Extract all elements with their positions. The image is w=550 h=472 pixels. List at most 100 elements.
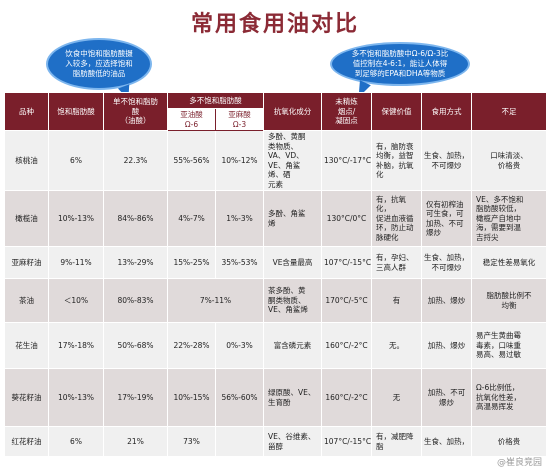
cell-saturated: ＜10% <box>48 278 104 323</box>
cell-line: 多酚、角鲨 <box>268 209 306 218</box>
cell-mono: 21% <box>103 426 168 457</box>
cell-line: 甾醇 <box>268 441 283 451</box>
cell-line: 促进血液循 <box>376 213 414 223</box>
callout-omega-ratio: 多不饱和脂肪酸中Ω-6/Ω-3比 值控制在4-6:1，能让人体得 到足够的EPA… <box>330 42 470 86</box>
cell-line: 橄榄产自地中 <box>476 213 521 223</box>
header-saturated: 饱和脂肪酸 <box>48 92 104 131</box>
cell-cooking: 加热、爆炒 <box>421 278 472 323</box>
cell-line: 生育酚 <box>268 397 291 407</box>
cell-health: 有 <box>371 278 422 323</box>
callout-saturated-fat: 饮食中饱和脂肪酸摄 入较多，应选择饱和 脂肪酸低的油品 <box>46 38 152 90</box>
cell-variety: 花生油 <box>4 322 49 369</box>
header-line: 烟点/ <box>337 106 356 116</box>
header-health: 保健价值 <box>371 92 422 131</box>
cell-omega3: 10%-12% <box>215 130 264 191</box>
cell-mono: 17%-19% <box>103 368 168 427</box>
cell-omega6: 10%-15% <box>167 368 216 427</box>
cell-health: 有，减肥降 脂 <box>371 426 422 457</box>
cell-antioxidant: 富含磷元素 <box>263 322 322 369</box>
cell-line: 脉硬化 <box>376 232 399 242</box>
cell-line: VE、谷维素、 <box>268 432 316 441</box>
cell-line: 烯 <box>268 218 276 228</box>
cell-line: 海，需要到温 <box>476 223 521 233</box>
cell-saturated: 10%-13% <box>48 190 104 247</box>
cell-shortcoming: 易产生黄曲霉 毒素，口味重 易高、易过敏 <box>471 322 547 369</box>
cell-shortcoming: Ω-6比例低， 抗氧化性差， 高温易挥发 <box>471 368 547 427</box>
cell-poly-merged: 7%-11% <box>167 278 264 323</box>
cell-health: 有，孕妇、 三高人群 <box>371 246 422 279</box>
cell-variety: 红花籽油 <box>4 426 49 457</box>
cell-line: 加热、不可 <box>427 388 466 397</box>
header-mono: 单不饱和脂肪 酸 （油酸） <box>103 92 168 131</box>
cell-line: 生食、加热， <box>424 151 469 160</box>
header-cooking: 食用方式 <box>421 92 472 131</box>
cell-mono: 50%-68% <box>103 322 168 369</box>
cell-antioxidant: 多酚、黄酮 类物质、 VA、VD、 VE、角鲨 烯、硒 元素 <box>263 130 322 191</box>
cell-line: 吉捋尖 <box>476 232 499 242</box>
cell-shortcoming: 脂肪酸比例不 均衡 <box>471 278 547 323</box>
oil-comparison-table: 品种 饱和脂肪酸 单不饱和脂肪 酸 （油酸） 多不饱和脂肪酸 抗氧化成分 未精炼… <box>4 92 547 457</box>
callout-line: 脂肪酸低的油品 <box>72 69 126 78</box>
cell-line: 酮类物质、 <box>268 295 306 305</box>
callout-line: 入较多，应选择饱和 <box>65 59 133 68</box>
table-row: 橄榄油 10%-13% 84%-86% 4%-7% 1%-3% 多酚、角鲨 烯 … <box>4 190 547 247</box>
cell-line: 高温易挥发 <box>476 402 514 412</box>
cell-saturated: 6% <box>48 426 104 457</box>
cell-mono: 13%-29% <box>103 246 168 279</box>
cell-smoke-point: 130°C/0°C <box>321 190 372 247</box>
cell-antioxidant: 多酚、角鲨 烯 <box>263 190 322 247</box>
cell-line: 爆炒 <box>439 397 454 407</box>
cell-shortcoming: VE、多不饱和 脂肪酸较低， 橄榄产自地中 海，需要到温 吉捋尖 <box>471 190 547 247</box>
cell-line: VE、多不饱和 <box>476 194 524 204</box>
cell-cooking: 仅有初榨油 可生食，可 加热、不可 爆炒 <box>421 190 472 247</box>
cell-variety: 葵花籽油 <box>4 368 49 427</box>
header-smoke-point: 未精炼 烟点/ 凝固点 <box>321 92 372 131</box>
cell-line: 不可爆炒 <box>431 160 462 170</box>
cell-cooking: 生食、加热， <box>421 426 472 457</box>
header-line: Ω-6 <box>184 119 199 129</box>
cell-line: 烯、硒 <box>268 170 291 179</box>
header-shortcoming: 不足 <box>471 92 547 131</box>
cell-cooking: 生食、加热， 不可爆炒 <box>421 130 472 191</box>
cell-line: 元素 <box>268 179 283 189</box>
cell-omega6: 73% <box>167 426 216 457</box>
cell-line: 脂 <box>376 441 384 451</box>
cell-line: 多酚、黄酮 <box>268 132 306 141</box>
header-line: 亚麻酸 <box>228 110 251 119</box>
cell-line: 不可爆炒 <box>431 262 462 272</box>
cell-smoke-point: 107°C/-15°C <box>321 246 372 279</box>
cell-line: 脂肪酸较低， <box>476 204 521 214</box>
cell-smoke-point: 107°C/-15°C <box>321 426 372 457</box>
cell-line: 仅有初榨油 <box>426 199 464 209</box>
cell-smoke-point: 160°C/-2°C <box>321 368 372 427</box>
cell-variety: 核桃油 <box>4 130 49 191</box>
header-line: 凝固点 <box>335 116 358 126</box>
cell-mono: 22.3% <box>103 130 168 191</box>
cell-omega3 <box>215 426 264 457</box>
cell-line: VE、角鲨 <box>268 160 301 170</box>
cell-line: 均衡，益智 <box>376 151 414 160</box>
cell-line: 口味清淡、 <box>490 151 528 160</box>
table-row: 葵花籽油 10%-13% 17%-19% 10%-15% 56%-60% 绿原酸… <box>4 368 547 427</box>
cell-line: 易产生黄曲霉 <box>476 331 521 341</box>
cell-mono: 80%-83% <box>103 278 168 323</box>
cell-saturated: 6% <box>48 130 104 191</box>
callout-line: 到足够的EPA和DHA等物质 <box>354 69 446 78</box>
cell-smoke-point: 160°C/-2°C <box>321 322 372 369</box>
cell-health: 无。 <box>371 322 422 369</box>
cell-saturated: 17%-18% <box>48 322 104 369</box>
header-line: 单不饱和脂肪 <box>113 97 158 107</box>
cell-shortcoming: 价格贵 <box>471 426 547 457</box>
cell-antioxidant: VE、谷维素、 甾醇 <box>263 426 322 457</box>
cell-saturated: 10%-13% <box>48 368 104 427</box>
cell-smoke-point: 130°C/-17°C <box>321 130 372 191</box>
header-line: 未精炼 <box>335 97 358 107</box>
cell-line: 生食、加热， <box>424 253 469 262</box>
cell-antioxidant: 茶多酚、黄 酮类物质、 VE、角鲨烯 <box>263 278 322 323</box>
header-poly: 多不饱和脂肪酸 <box>167 92 264 109</box>
callout-line: 多不饱和脂肪酸中Ω-6/Ω-3比 <box>351 49 449 58</box>
table-row: 茶油 ＜10% 80%-83% 7%-11% 茶多酚、黄 酮类物质、 VE、角鲨… <box>4 278 547 323</box>
cell-mono: 84%-86% <box>103 190 168 247</box>
cell-line: 抗氧化性差， <box>476 392 521 402</box>
cell-line: 有，脑防衰 <box>376 141 414 151</box>
